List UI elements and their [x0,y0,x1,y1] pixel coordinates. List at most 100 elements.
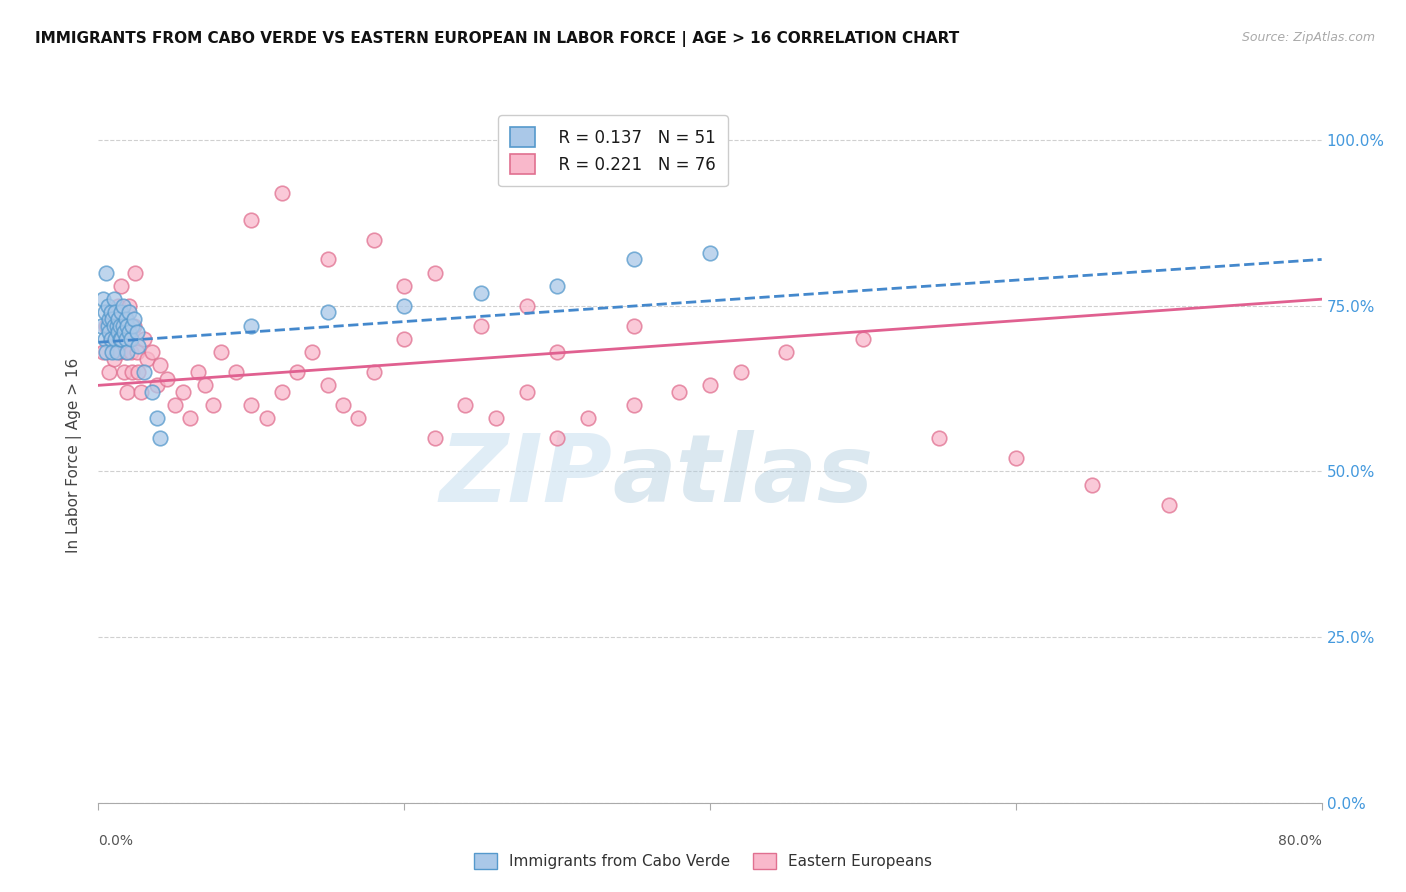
Point [107,312,129,326]
Point [115,312,138,326]
Point [110,279,132,293]
Point [187,365,209,379]
Point [127,338,149,352]
Point [347,411,370,425]
Point [101,312,124,326]
Point [103,292,125,306]
Point [240,318,263,333]
Point [108,345,131,359]
Point [94,318,117,333]
Point [240,398,263,412]
Point [115,312,138,326]
Point [316,305,339,319]
Point [149,359,172,373]
Point [127,365,149,379]
Point [117,318,139,333]
Point [125,326,148,340]
Point [101,345,124,359]
Point [163,398,186,412]
Point [115,332,138,346]
Point [699,378,721,392]
Text: 80.0%: 80.0% [1278,834,1322,848]
Legend: Immigrants from Cabo Verde, Eastern Europeans: Immigrants from Cabo Verde, Eastern Euro… [468,847,938,875]
Point [98,365,121,379]
Point [485,411,508,425]
Point [97,318,120,333]
Point [120,332,142,346]
Text: atlas: atlas [612,430,873,522]
Point [316,252,339,267]
Point [110,332,132,346]
Point [623,318,645,333]
Point [115,345,138,359]
Point [136,351,159,366]
Point [112,365,135,379]
Point [134,365,156,379]
Point [112,326,135,340]
Legend:   R = 0.137   N = 51,   R = 0.221   N = 76: R = 0.137 N = 51, R = 0.221 N = 76 [498,115,727,186]
Point [110,305,132,319]
Point [1004,451,1026,466]
Point [179,411,201,425]
Point [103,351,125,366]
Point [105,338,128,352]
Point [91,345,114,359]
Point [107,299,129,313]
Point [149,431,172,445]
Point [516,384,538,399]
Point [110,318,132,333]
Point [194,378,217,392]
Point [121,365,143,379]
Point [105,345,128,359]
Point [124,266,146,280]
Point [94,345,117,359]
Point [111,318,134,333]
Point [285,365,308,379]
Point [98,312,121,326]
Point [108,332,131,346]
Point [301,345,323,359]
Point [118,332,141,346]
Point [270,384,292,399]
Point [122,312,145,326]
Point [730,365,752,379]
Point [392,332,416,346]
Point [93,332,115,346]
Point [392,299,416,313]
Point [141,345,163,359]
Point [100,332,122,346]
Point [129,384,152,399]
Text: IMMIGRANTS FROM CABO VERDE VS EASTERN EUROPEAN IN LABOR FORCE | AGE > 16 CORRELA: IMMIGRANTS FROM CABO VERDE VS EASTERN EU… [35,31,959,47]
Point [111,332,134,346]
Point [546,345,568,359]
Point [141,384,163,399]
Point [454,398,477,412]
Point [172,384,194,399]
Text: 0.0%: 0.0% [98,834,134,848]
Point [623,398,645,412]
Point [118,326,141,340]
Point [100,305,122,319]
Point [423,266,446,280]
Point [392,279,416,293]
Point [117,384,139,399]
Point [100,332,122,346]
Point [107,326,129,340]
Point [470,285,492,300]
Point [94,266,117,280]
Text: Source: ZipAtlas.com: Source: ZipAtlas.com [1241,31,1375,45]
Point [122,318,145,333]
Point [1157,498,1180,512]
Point [118,305,141,319]
Point [90,318,112,333]
Point [104,326,127,340]
Point [852,332,875,346]
Point [117,345,139,359]
Point [470,318,492,333]
Point [240,212,263,227]
Point [316,378,339,392]
Text: ZIP: ZIP [439,430,612,522]
Point [145,378,167,392]
Point [121,318,143,333]
Point [98,326,121,340]
